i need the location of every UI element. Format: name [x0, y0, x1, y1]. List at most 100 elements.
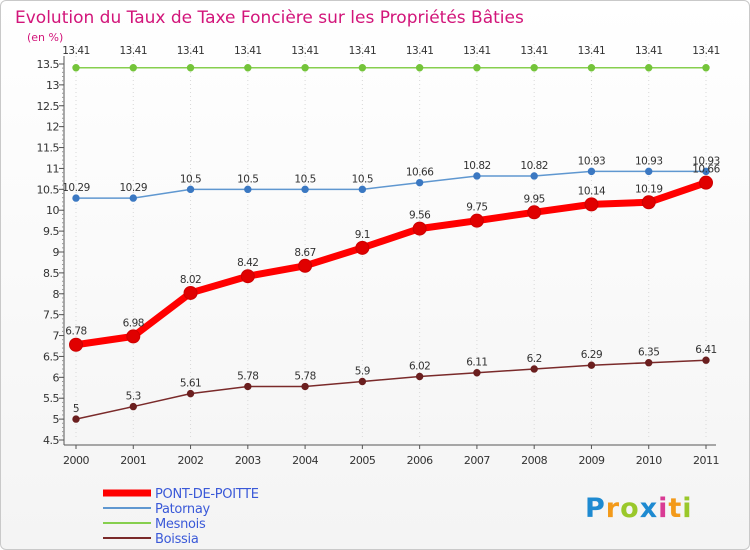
- x-tick-label: 2000: [63, 454, 89, 467]
- data-label-boissia: 5.78: [237, 371, 258, 383]
- data-labels: 6.78 6.98 8.02 8.42 8.67 9.1 9.56 9.75 9.95 10.14…: [62, 45, 721, 415]
- data-point-mesnois: [301, 64, 309, 72]
- data-label-boissia: 6.11: [466, 357, 487, 369]
- data-label-boissia: 5.78: [294, 371, 315, 383]
- data-point-mesnois: [186, 64, 195, 72]
- data-label-mesnois: 13.41: [349, 45, 377, 57]
- data-point-mesnois: [358, 64, 367, 72]
- series-boissia: [72, 356, 710, 423]
- data-label-boissia: 5.61: [180, 378, 201, 390]
- data-point-boissia: [129, 402, 137, 411]
- series-mesnois: [72, 64, 710, 72]
- y-tick-label: 7.5: [43, 309, 59, 322]
- data-label-patornay: 10.5: [294, 173, 315, 185]
- data-label-mesnois: 13.41: [520, 45, 548, 57]
- data-point-mesnois: [645, 64, 653, 72]
- data-label-pont-de-poitte: 10.14: [578, 185, 606, 197]
- data-point-mesnois: [244, 64, 252, 72]
- x-tick-label: 2011: [693, 454, 719, 467]
- y-tick-label: 9: [53, 246, 60, 259]
- data-point-mesnois: [530, 64, 538, 72]
- logo-letter: r: [606, 493, 620, 524]
- data-point-pont-de-poitte: [469, 213, 484, 228]
- data-point-mesnois: [129, 64, 137, 72]
- data-point-pont-de-poitte: [699, 175, 713, 190]
- data-point-patornay: [186, 185, 195, 194]
- y-tick-label: 11: [46, 162, 59, 175]
- data-label-patornay: 10.82: [463, 160, 491, 172]
- data-label-patornay: 10.82: [520, 160, 548, 172]
- data-point-patornay: [244, 185, 252, 194]
- y-tick-label: 9.5: [43, 225, 59, 238]
- x-tick-label: 2010: [636, 454, 662, 467]
- data-point-boissia: [72, 415, 80, 423]
- data-point-pont-de-poitte: [412, 221, 427, 236]
- data-label-patornay: 10.5: [237, 173, 258, 185]
- data-label-patornay: 10.29: [119, 182, 147, 194]
- data-label-pont-de-poitte: 9.1: [355, 229, 370, 241]
- data-label-patornay: 10.93: [635, 155, 663, 167]
- y-tick-label: 12.5: [37, 100, 60, 113]
- series-patornay: [72, 167, 710, 202]
- data-label-pont-de-poitte: 10.66: [692, 164, 720, 176]
- y-tick-label: 13.5: [37, 58, 60, 71]
- data-label-boissia: 5: [73, 403, 79, 415]
- data-point-pont-de-poitte: [69, 337, 83, 352]
- logo-letter: x: [640, 493, 658, 524]
- data-point-patornay: [473, 172, 481, 180]
- data-point-patornay: [358, 185, 367, 194]
- data-point-patornay: [530, 172, 538, 180]
- y-tick-label: 12: [46, 121, 59, 134]
- x-tick-label: 2008: [521, 454, 547, 467]
- y-tick-label: 11.5: [37, 142, 60, 155]
- data-point-boissia: [244, 382, 252, 391]
- y-axis-unit: (en %): [27, 31, 63, 44]
- x-tick-label: 2001: [120, 454, 146, 467]
- data-label-pont-de-poitte: 10.19: [635, 183, 663, 195]
- data-label-pont-de-poitte: 6.78: [65, 326, 86, 338]
- logo-letter: i: [658, 493, 668, 524]
- data-point-boissia: [702, 356, 710, 364]
- data-label-pont-de-poitte: 8.42: [237, 257, 258, 269]
- chart-title: Evolution du Taux de Taxe Foncière sur l…: [15, 8, 524, 28]
- series-pont-de-poitte: [69, 175, 713, 352]
- data-point-pont-de-poitte: [355, 240, 370, 255]
- data-point-pont-de-poitte: [641, 195, 656, 210]
- data-point-patornay: [702, 167, 710, 176]
- proxiti-logo-text: Proxiti: [585, 493, 693, 524]
- data-point-pont-de-poitte: [298, 258, 313, 273]
- data-point-mesnois: [72, 64, 80, 72]
- data-label-boissia: 5.9: [355, 366, 370, 378]
- data-label-mesnois: 13.41: [463, 45, 491, 57]
- x-tick-label: 2005: [349, 454, 375, 467]
- x-tick-label: 2002: [178, 454, 204, 467]
- data-point-patornay: [301, 185, 309, 194]
- y-tick-label: 6.5: [43, 350, 59, 363]
- legend-label: PONT-DE-POITTE: [155, 487, 259, 502]
- x-tick-label: 2006: [407, 454, 433, 467]
- series-line-boissia: [75, 359, 707, 420]
- data-point-boissia: [358, 377, 367, 386]
- data-point-mesnois: [587, 64, 596, 72]
- series-line-pont-de-poitte: [72, 179, 710, 349]
- data-point-patornay: [587, 167, 596, 176]
- y-tick-label: 5: [53, 413, 60, 426]
- data-point-pont-de-poitte: [126, 329, 141, 344]
- y-tick-label: 8.5: [43, 267, 59, 280]
- data-label-mesnois: 13.41: [119, 45, 147, 57]
- data-label-boissia: 6.35: [638, 347, 659, 359]
- data-label-patornay: 10.66: [406, 167, 434, 179]
- data-point-mesnois: [702, 64, 710, 72]
- data-point-boissia: [530, 365, 538, 373]
- data-point-boissia: [301, 382, 309, 391]
- data-point-boissia: [186, 389, 195, 398]
- proxiti-logo: Proxiti: [585, 493, 693, 524]
- data-point-boissia: [473, 369, 481, 377]
- grid: [75, 44, 707, 440]
- data-label-mesnois: 13.41: [692, 45, 720, 57]
- data-point-pont-de-poitte: [240, 269, 255, 284]
- data-label-boissia: 5.3: [126, 391, 141, 403]
- y-tick-label: 6: [53, 371, 60, 384]
